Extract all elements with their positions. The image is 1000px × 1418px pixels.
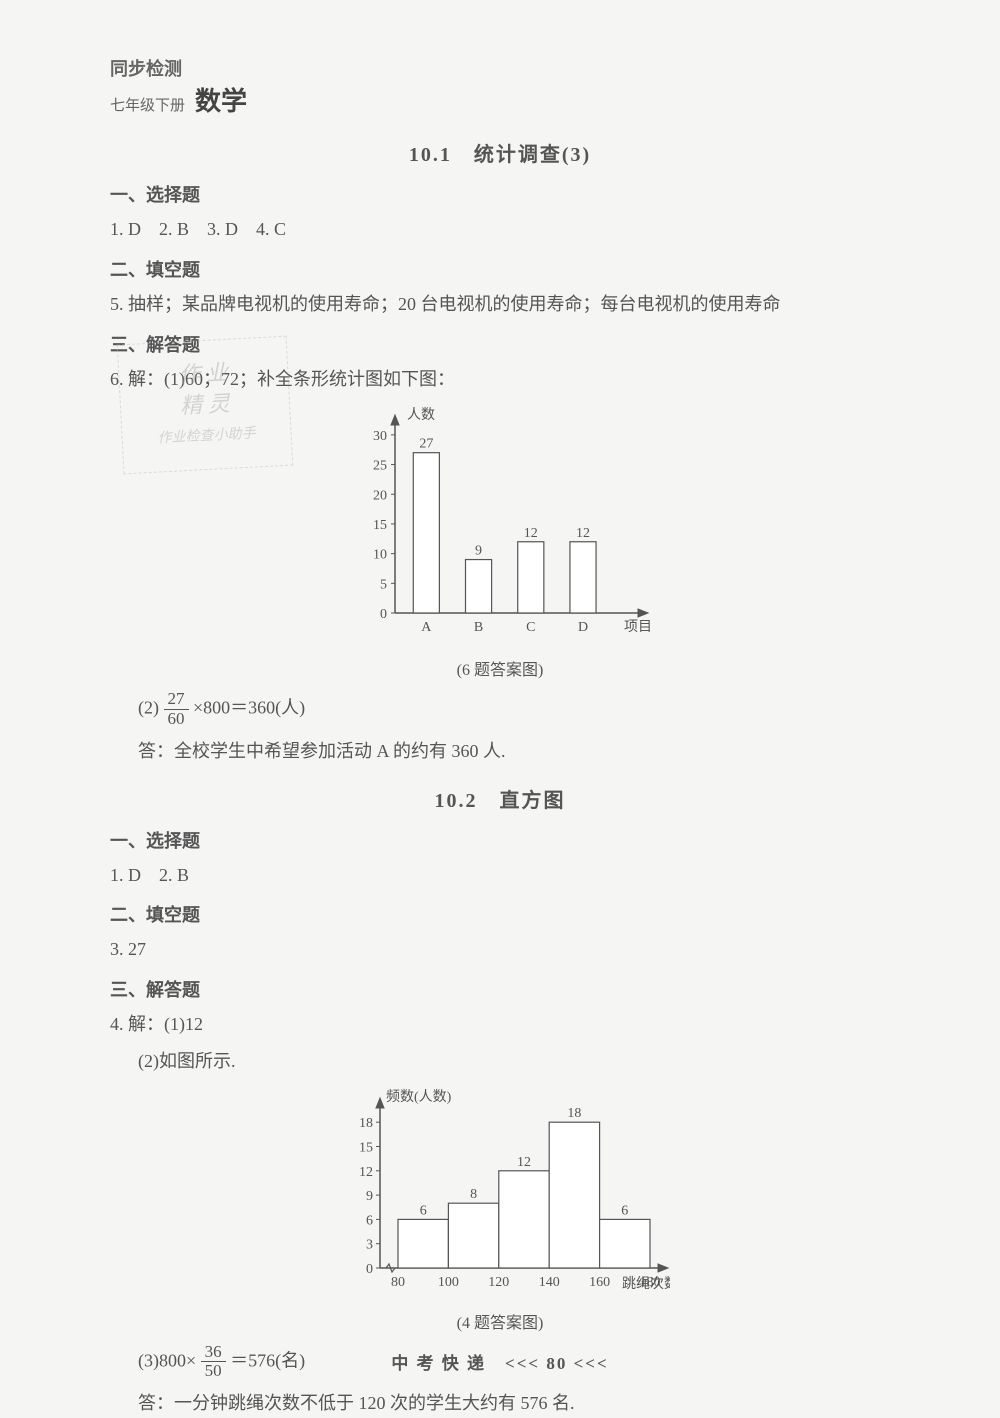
svg-text:项目: 项目 [624, 620, 652, 635]
svg-text:A: A [421, 620, 432, 635]
svg-text:80: 80 [391, 1275, 405, 1290]
header-subject: 数学 [195, 81, 247, 118]
ans4-p1: 4. 解：(1)12 [110, 1010, 890, 1039]
svg-text:8: 8 [470, 1187, 477, 1202]
section-title-2: 10.2 直方图 [110, 784, 890, 813]
svg-text:120: 120 [488, 1275, 509, 1290]
svg-text:6: 6 [621, 1203, 628, 1218]
svg-text:B: B [474, 620, 483, 635]
svg-text:18: 18 [567, 1106, 581, 1121]
svg-text:9: 9 [475, 544, 482, 559]
sub3-title-s2: 三、解答题 [110, 976, 890, 1002]
ans6-p2-prefix: (2) [138, 698, 159, 718]
svg-text:140: 140 [539, 1275, 560, 1290]
sub1-title-s1: 一、选择题 [110, 181, 890, 207]
svg-text:18: 18 [359, 1116, 373, 1131]
svg-text:12: 12 [517, 1155, 531, 1170]
svg-text:12: 12 [359, 1165, 373, 1180]
svg-text:人数: 人数 [407, 407, 435, 423]
svg-text:15: 15 [359, 1140, 373, 1155]
answers-s2-1: 1. D 2. B [110, 861, 890, 890]
svg-text:5: 5 [380, 578, 387, 593]
chart2-svg: 0369121518频数(人数)跳绳次数68121868010012014016… [330, 1086, 670, 1296]
svg-text:0: 0 [380, 607, 387, 622]
section-title-1: 10.1 统计调查(3) [110, 138, 890, 167]
svg-text:频数(人数): 频数(人数) [386, 1089, 452, 1105]
svg-text:6: 6 [366, 1213, 373, 1228]
svg-text:30: 30 [373, 429, 387, 444]
ans3: 3. 27 [110, 935, 890, 964]
page-header: 同步检测 七年级下册 数学 [110, 55, 890, 118]
svg-text:10: 10 [373, 548, 387, 563]
svg-text:D: D [578, 620, 588, 635]
svg-text:20: 20 [373, 489, 387, 504]
svg-text:180: 180 [640, 1275, 661, 1290]
sub2-title-s2: 二、填空题 [110, 901, 890, 927]
svg-text:3: 3 [366, 1237, 373, 1252]
svg-text:0: 0 [366, 1262, 373, 1277]
svg-text:15: 15 [373, 518, 387, 533]
sub1-title-s2: 一、选择题 [110, 827, 890, 853]
svg-text:12: 12 [524, 526, 538, 541]
header-line1: 同步检测 [110, 59, 182, 79]
chart2-caption: (4 题答案图) [110, 1309, 890, 1333]
svg-text:9: 9 [366, 1189, 373, 1204]
svg-text:C: C [526, 620, 535, 635]
watermark-stamp: 作 业 精 灵 作业检查小助手 [117, 336, 294, 475]
svg-text:27: 27 [419, 437, 433, 452]
chart1-svg: 0 5 10 15 20 25 30 人数项目 27 A 9 B 12 C 12 D [340, 403, 660, 643]
svg-text:100: 100 [438, 1275, 459, 1290]
ans6-part2: (2) 27 60 ×800＝360(人) [138, 690, 890, 728]
chart2-container: 0369121518频数(人数)跳绳次数68121868010012014016… [110, 1086, 890, 1333]
frac-den: 60 [164, 710, 189, 729]
frac-num: 27 [164, 690, 189, 710]
ans4-p2: (2)如图所示. [138, 1047, 890, 1076]
ans6-conclusion: 答：全校学生中希望参加活动 A 的约有 360 人. [138, 737, 890, 766]
ans5: 5. 抽样；某品牌电视机的使用寿命；20 台电视机的使用寿命；每台电视机的使用寿… [110, 290, 890, 319]
wm-l3: 作业检查小助手 [122, 422, 291, 450]
svg-text:25: 25 [373, 459, 387, 474]
header-line2: 七年级下册 [110, 98, 185, 114]
chart1-caption: (6 题答案图) [110, 656, 890, 680]
svg-text:160: 160 [589, 1275, 610, 1290]
ans6-fraction: 27 60 [164, 690, 189, 728]
page-footer: 中 考 快 递 <<< 80 <<< [0, 1349, 1000, 1374]
sub2-title-s1: 二、填空题 [110, 256, 890, 282]
svg-text:6: 6 [420, 1203, 427, 1218]
ans6-p2-suffix: ×800＝360(人) [193, 698, 305, 718]
answers-s1-1: 1. D 2. B 3. D 4. C [110, 215, 890, 244]
svg-text:12: 12 [576, 526, 590, 541]
